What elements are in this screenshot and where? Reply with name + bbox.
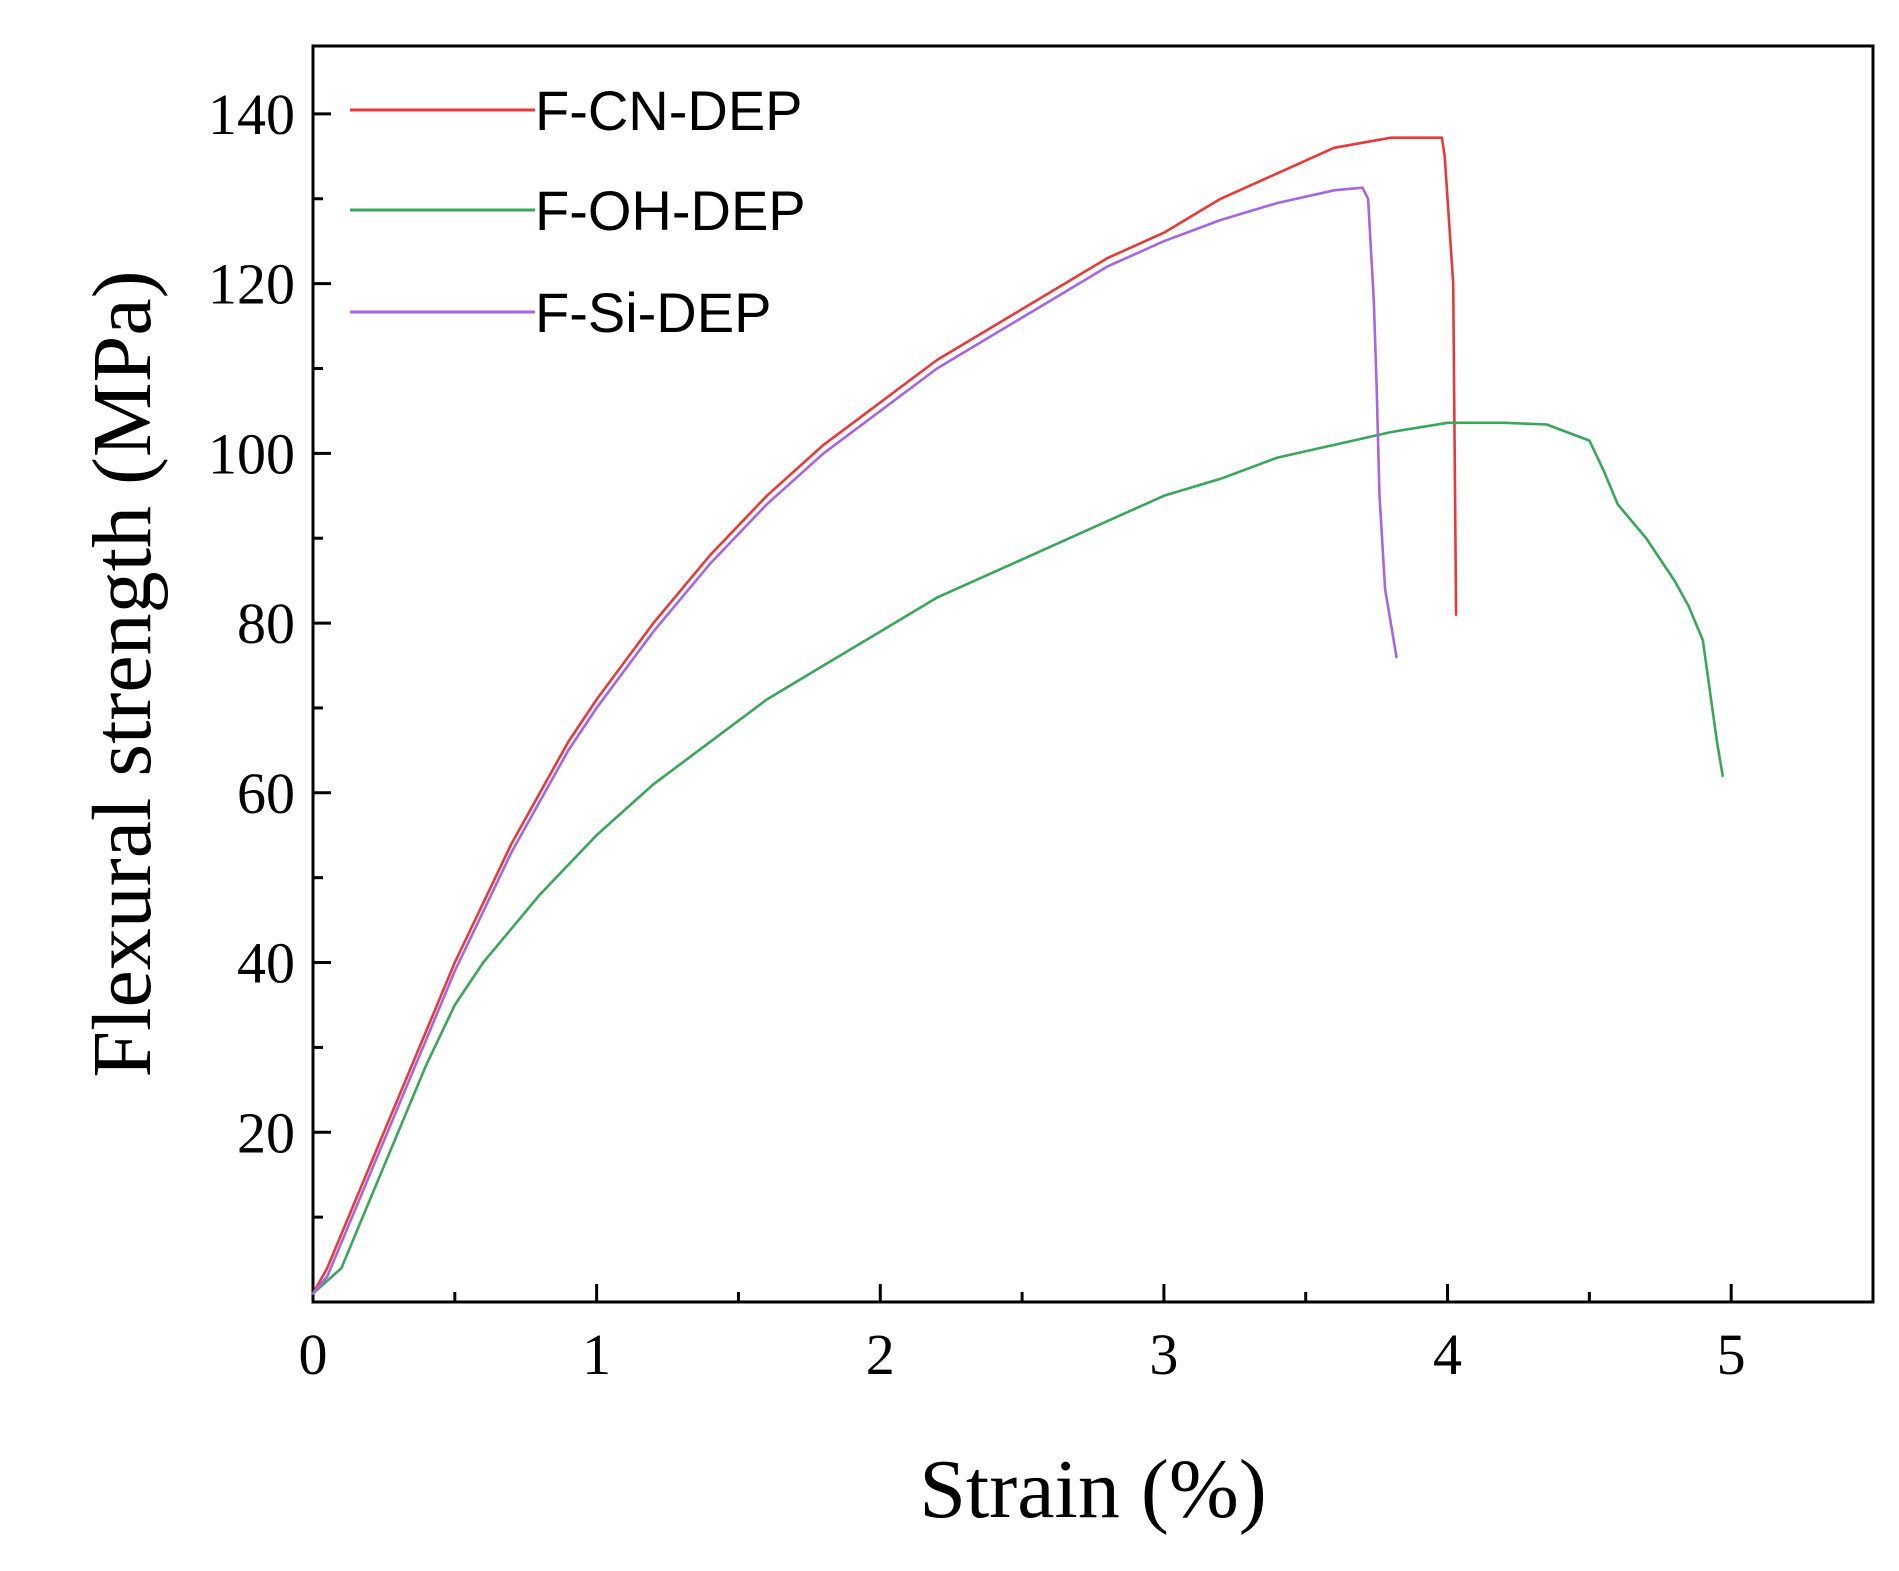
y-axis-ticks: 20 40 60 80 100 120 140 xyxy=(208,82,331,1219)
plot-frame xyxy=(311,44,1875,1304)
y-tick-label: 100 xyxy=(208,421,295,486)
legend: F-CN-DEP F-OH-DEP F-Si-DEP xyxy=(350,79,806,344)
y-tick-label: 140 xyxy=(208,82,295,147)
series-line-f-oh-dep xyxy=(311,421,1724,1295)
y-tick-label: 120 xyxy=(208,252,295,317)
y-tick-label: 20 xyxy=(237,1100,295,1165)
y-tick-label: 40 xyxy=(237,931,295,996)
y-axis-title: Flexural strength (MPa) xyxy=(76,270,169,1077)
x-axis-title: Strain (%) xyxy=(919,1443,1267,1536)
y-tick-label: 60 xyxy=(237,761,295,826)
x-tick-label: 3 xyxy=(1149,1322,1178,1387)
legend-label-f-cn-dep: F-CN-DEP xyxy=(535,79,803,142)
x-tick-label: 5 xyxy=(1717,1322,1746,1387)
series-line-f-si-dep xyxy=(311,186,1398,1295)
data-series xyxy=(311,136,1724,1295)
y-tick-label: 80 xyxy=(237,591,295,656)
x-axis-ticks: 0 1 2 3 4 5 xyxy=(299,1284,1875,1387)
legend-label-f-si-dep: F-Si-DEP xyxy=(535,281,771,344)
x-tick-label: 1 xyxy=(582,1322,611,1387)
legend-label-f-oh-dep: F-OH-DEP xyxy=(535,179,806,242)
x-tick-label: 0 xyxy=(299,1322,328,1387)
x-tick-label: 2 xyxy=(866,1322,895,1387)
series-line-f-cn-dep xyxy=(311,136,1458,1295)
x-tick-label: 4 xyxy=(1433,1322,1462,1387)
